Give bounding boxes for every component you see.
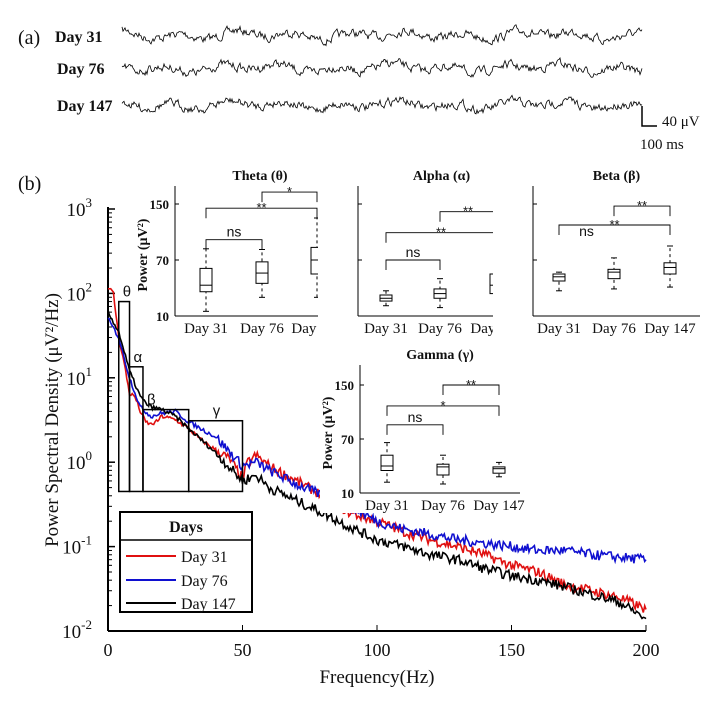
inset-x-tick-label: Day 31 [364,321,408,337]
scale-bar [641,106,657,127]
legend: Days Day 31 Day 76 Day 147 [119,511,253,613]
inset-title: Theta (θ) [232,169,287,184]
band-box [118,300,131,493]
inset-y-tick-label: 10 [156,309,169,324]
inset-background [493,164,702,336]
significance-label: ns [579,223,594,239]
band-label: α [134,349,143,366]
significance-label: ns [406,244,421,260]
inset-background [318,164,527,336]
box-iqr [380,454,394,472]
inset-y-tick-label: 10 [341,486,354,501]
inset-background [320,343,522,513]
x-tick-label: 200 [633,640,660,660]
boxplot-beta: Beta (β) Day 31 Day 76 Day 147 ns ** ** [493,164,702,337]
eeg-traces [121,24,643,115]
inset-x-tick-label: Day 31 [184,321,228,337]
y-tick-label: 100 [67,448,93,474]
legend-title: Days [169,519,203,536]
box-iqr [607,268,621,280]
significance-bracket [386,405,500,416]
eeg-trace-day147 [121,94,643,115]
inset-title: Gamma (γ) [406,348,474,363]
eeg-trace-day31 [121,24,643,47]
significance-bracket [442,384,500,395]
panel-b-label: (b) [18,173,41,195]
panel-a-label: (a) [18,27,40,49]
inset-x-tick-label: Day 76 [421,498,465,514]
boxplot-gamma: Gamma (γ) 10 70 150 Power (μV²) Day 31 Day 76 D… [320,343,525,514]
inset-y-tick-label: 150 [335,378,355,393]
significance-label: ** [466,377,476,392]
significance-label: * [287,184,292,199]
inset-x-tick-label: Day 76 [592,321,636,337]
significance-label: ** [436,225,446,240]
psd-line-day-147 [107,309,647,620]
inset-y-tick-label: 70 [341,432,354,447]
inset-x-tick-label: Day 147 [473,498,525,514]
significance-bracket [558,224,671,235]
significance-label: ** [256,200,266,215]
y-tick-label: 10-2 [62,617,92,643]
scale-voltage: 40 μV [662,114,700,130]
inset-x-tick-label: Day 76 [418,321,462,337]
scale-time: 100 ms [640,137,684,153]
significance-bracket [613,205,671,217]
box-iqr [199,267,213,293]
inset-title: Beta (β) [593,169,641,184]
significance-bracket [205,207,318,219]
significance-bracket [205,239,263,250]
inset-x-tick-label: Day 76 [240,321,284,337]
significance-label: ns [227,224,242,240]
significance-label: ** [463,204,473,219]
y-axis-label: Power Spectral Density (μV²/Hz) [42,293,63,547]
legend-label-day147: Day 147 [181,596,236,613]
box-iqr [552,273,566,282]
x-tick-label: 0 [104,640,113,660]
inset-y-label: Power (μV²) [136,218,151,291]
significance-label: ** [637,198,647,213]
inset-x-tick-label: Day 31 [365,498,409,514]
significance-bracket [386,424,444,435]
inset-y-tick-label: 150 [150,197,170,212]
band-label: β [147,392,156,409]
y-tick-label: 10-1 [62,533,92,559]
box-iqr [436,463,450,476]
significance-label: ** [609,217,619,232]
boxplot-insets: Theta (θ) 10 70 150 Power (μV²) Day 31 Day 76 D… [135,164,702,514]
inset-y-label: Power (μV²) [321,396,336,469]
trace-label-day147: Day 147 [57,98,113,115]
psd-line-day-76 [107,317,647,565]
inset-x-tick-label: Day 147 [644,321,696,337]
legend-label-day31: Day 31 [181,549,228,566]
inset-y-tick-label: 70 [156,253,169,268]
psd-plot: 10-2 10-1 100 101 102 103 0 50 100 150 200 θ α β γ [62,195,659,660]
significance-bracket [261,191,318,203]
inset-title: Alpha (α) [413,169,471,184]
y-tick-label: 103 [67,195,93,221]
y-tick-label: 101 [67,364,93,390]
significance-label: ns [408,409,423,425]
x-tick-label: 150 [498,640,525,660]
x-axis-label: Frequency(Hz) [319,667,434,688]
significance-bracket [385,259,441,270]
inset-x-tick-label: Day 31 [537,321,581,337]
significance-label: * [440,398,445,413]
legend-box [119,511,253,613]
eeg-trace-day76 [121,56,643,78]
x-tick-label: 100 [364,640,391,660]
band-label: θ [123,284,131,301]
trace-label-day31: Day 31 [55,29,103,46]
x-tick-label: 50 [234,640,252,660]
band-box [187,419,244,493]
legend-label-day76: Day 76 [181,573,228,590]
box-iqr [663,262,677,275]
box-iqr [492,466,506,474]
trace-label-day76: Day 76 [57,61,105,78]
y-tick-label: 102 [67,279,93,305]
band-label: γ [213,403,221,420]
